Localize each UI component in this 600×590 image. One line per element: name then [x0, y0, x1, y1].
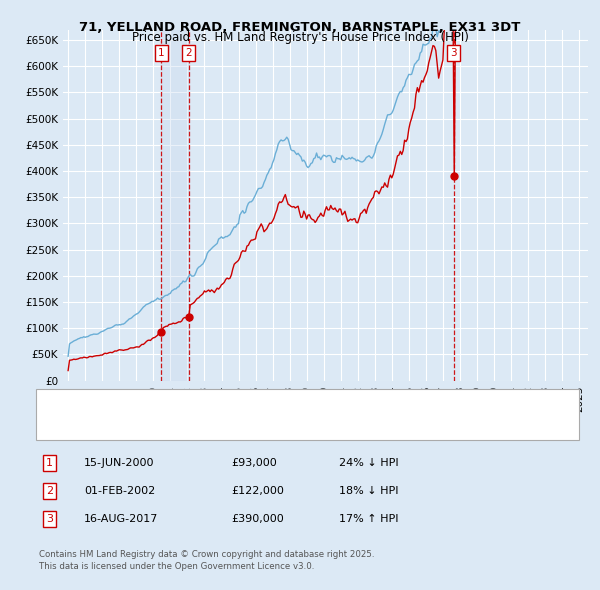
- Bar: [161, 30, 189, 381]
- Text: This data is licensed under the Open Government Licence v3.0.: This data is licensed under the Open Gov…: [39, 562, 314, 571]
- Text: 1: 1: [158, 48, 164, 58]
- Text: 15-JUN-2000: 15-JUN-2000: [84, 458, 155, 468]
- Text: 71, YELLAND ROAD, FREMINGTON, BARNSTAPLE, EX31 3DT (detached house): 71, YELLAND ROAD, FREMINGTON, BARNSTAPLE…: [81, 398, 484, 407]
- Text: 1: 1: [46, 458, 53, 468]
- Text: 2: 2: [46, 486, 53, 496]
- Text: 3: 3: [46, 514, 53, 524]
- Text: 01-FEB-2002: 01-FEB-2002: [84, 486, 155, 496]
- Text: 3: 3: [451, 48, 457, 58]
- Text: £122,000: £122,000: [231, 486, 284, 496]
- Text: Price paid vs. HM Land Registry's House Price Index (HPI): Price paid vs. HM Land Registry's House …: [131, 31, 469, 44]
- Text: Contains HM Land Registry data © Crown copyright and database right 2025.: Contains HM Land Registry data © Crown c…: [39, 550, 374, 559]
- Text: ─────: ─────: [45, 425, 79, 434]
- Text: 71, YELLAND ROAD, FREMINGTON, BARNSTAPLE, EX31 3DT: 71, YELLAND ROAD, FREMINGTON, BARNSTAPLE…: [79, 21, 521, 34]
- Text: 24% ↓ HPI: 24% ↓ HPI: [339, 458, 398, 468]
- Text: 16-AUG-2017: 16-AUG-2017: [84, 514, 158, 524]
- Text: £390,000: £390,000: [231, 514, 284, 524]
- Text: 2: 2: [185, 48, 192, 58]
- Text: 18% ↓ HPI: 18% ↓ HPI: [339, 486, 398, 496]
- Text: £93,000: £93,000: [231, 458, 277, 468]
- Text: ─────: ─────: [45, 398, 79, 407]
- Text: HPI: Average price, detached house, North Devon: HPI: Average price, detached house, Nort…: [81, 425, 340, 434]
- Text: 17% ↑ HPI: 17% ↑ HPI: [339, 514, 398, 524]
